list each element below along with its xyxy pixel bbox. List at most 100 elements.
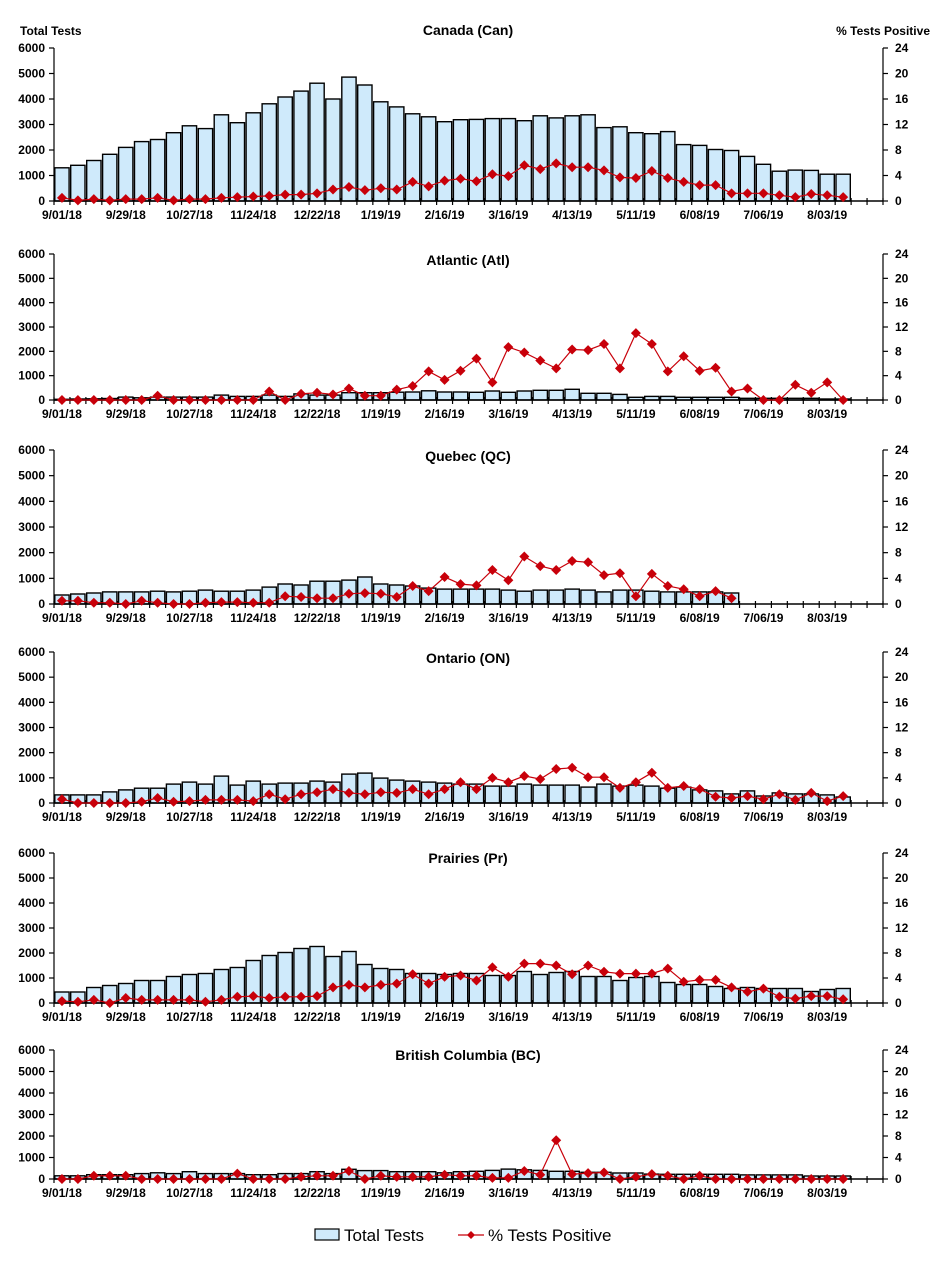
y-tick-label-right: 12 xyxy=(895,1108,909,1122)
point-pct-positive xyxy=(646,568,657,579)
point-pct-positive xyxy=(343,588,354,599)
point-pct-positive xyxy=(678,781,689,792)
point-pct-positive xyxy=(152,792,163,803)
bar-total-tests xyxy=(484,588,501,605)
x-tick-label: 4/13/19 xyxy=(552,810,592,824)
point-pct-positive xyxy=(264,190,275,201)
point-pct-positive xyxy=(694,180,705,191)
y-tick-label-right: 0 xyxy=(895,996,902,1010)
point-pct-positive xyxy=(104,195,115,206)
point-pct-positive xyxy=(630,1171,641,1182)
point-pct-positive xyxy=(120,599,131,609)
point-pct-positive xyxy=(72,195,83,206)
x-tick-label: 9/01/18 xyxy=(42,407,82,421)
legend-line-label: % Tests Positive xyxy=(488,1226,611,1245)
bar-total-tests xyxy=(404,391,421,401)
bar-total-tests xyxy=(500,117,517,202)
bar-total-tests xyxy=(548,389,565,401)
point-pct-positive xyxy=(168,195,179,206)
y-tick-label-left: 0 xyxy=(38,597,45,611)
bar-total-tests xyxy=(293,90,309,202)
y-tick-label-left: 2000 xyxy=(18,1129,45,1143)
bar-total-tests xyxy=(500,785,517,804)
y-tick-label-left: 5000 xyxy=(18,469,45,483)
point-pct-positive xyxy=(391,787,402,798)
point-pct-positive xyxy=(790,1174,801,1184)
x-tick-label: 7/06/19 xyxy=(743,611,783,625)
point-pct-positive xyxy=(232,1168,243,1179)
point-pct-positive xyxy=(327,1170,338,1181)
x-tick-label: 6/08/19 xyxy=(680,1186,720,1200)
y-tick-label-left: 5000 xyxy=(18,271,45,285)
y-tick-label-left: 5000 xyxy=(18,670,45,684)
x-tick-label: 9/01/18 xyxy=(42,1186,82,1200)
point-pct-positive xyxy=(375,979,386,990)
point-pct-positive xyxy=(264,993,275,1003)
bar-total-tests xyxy=(644,975,660,1004)
point-pct-positive xyxy=(710,586,721,597)
point-pct-positive xyxy=(56,794,67,805)
point-pct-positive xyxy=(264,597,275,608)
point-pct-positive xyxy=(232,597,243,608)
point-pct-positive xyxy=(838,192,849,203)
point-pct-positive xyxy=(312,1170,323,1181)
bar-total-tests xyxy=(468,118,485,202)
point-pct-positive xyxy=(439,971,450,982)
y-tick-label-right: 20 xyxy=(895,871,909,885)
point-pct-positive xyxy=(168,599,179,609)
x-tick-label: 6/08/19 xyxy=(680,810,720,824)
x-tick-label: 6/08/19 xyxy=(680,407,720,421)
y-tick-label-left: 3000 xyxy=(18,118,45,132)
point-pct-positive xyxy=(487,1172,498,1183)
bar-total-tests xyxy=(564,784,581,804)
point-pct-positive xyxy=(774,395,785,405)
x-tick-label: 8/03/19 xyxy=(807,208,847,222)
point-pct-positive xyxy=(630,968,641,979)
point-pct-positive xyxy=(599,1167,610,1178)
bar-total-tests xyxy=(596,975,612,1004)
y-tick-label-left: 6000 xyxy=(18,1043,45,1057)
bar-total-tests xyxy=(644,590,660,605)
x-tick-label: 1/19/19 xyxy=(361,611,401,625)
bar-total-tests xyxy=(580,392,596,401)
bar-total-tests xyxy=(548,971,565,1004)
y-tick-label-right: 4 xyxy=(895,169,902,183)
point-pct-positive xyxy=(296,789,307,800)
point-pct-positive xyxy=(327,982,338,993)
point-pct-positive xyxy=(343,979,354,990)
point-pct-positive xyxy=(838,791,849,802)
x-tick-label: 10/27/18 xyxy=(166,810,213,824)
bar-total-tests xyxy=(516,590,533,605)
point-pct-positive xyxy=(551,764,562,775)
point-pct-positive xyxy=(359,1174,370,1184)
y-tick-label-left: 2000 xyxy=(18,344,45,358)
point-pct-positive xyxy=(391,184,402,195)
point-pct-positive xyxy=(503,342,514,353)
y-tick-label-right: 8 xyxy=(895,344,902,358)
point-pct-positive xyxy=(519,551,530,562)
point-pct-positive xyxy=(662,963,673,974)
point-pct-positive xyxy=(423,978,434,989)
x-tick-label: 11/24/18 xyxy=(230,611,276,625)
x-tick-label: 3/16/19 xyxy=(488,1010,528,1024)
y-tick-label-left: 3000 xyxy=(18,520,45,534)
point-pct-positive xyxy=(327,784,338,795)
point-pct-positive xyxy=(614,1174,625,1184)
x-tick-label: 3/16/19 xyxy=(488,407,528,421)
x-tick-label: 11/24/18 xyxy=(230,1186,276,1200)
point-pct-positive xyxy=(56,1174,67,1184)
point-pct-positive xyxy=(232,192,243,203)
point-pct-positive xyxy=(742,986,753,997)
bar-total-tests xyxy=(532,589,549,605)
bar-total-tests xyxy=(612,393,628,401)
point-pct-positive xyxy=(248,597,259,608)
point-pct-positive xyxy=(599,339,610,350)
bar-total-tests xyxy=(245,112,262,202)
point-pct-positive xyxy=(120,798,131,808)
bar-total-tests xyxy=(325,955,341,1004)
point-pct-positive xyxy=(694,365,705,376)
point-pct-positive xyxy=(423,789,434,800)
x-tick-label: 7/06/19 xyxy=(743,1186,783,1200)
bar-total-tests xyxy=(229,121,246,202)
point-pct-positive xyxy=(726,188,737,199)
